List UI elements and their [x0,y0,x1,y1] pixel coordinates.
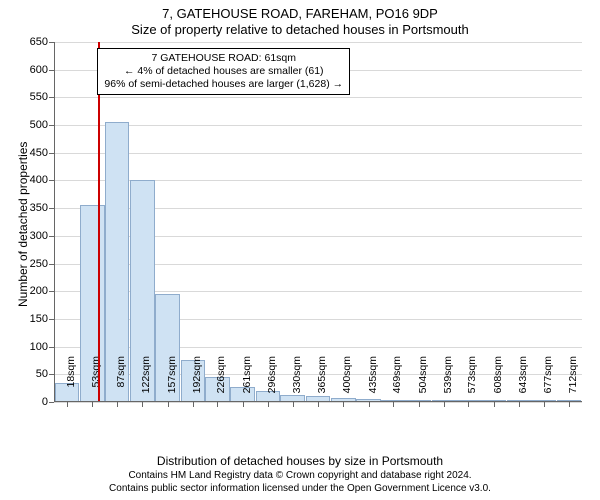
xtick-label: 330sqm [291,356,303,406]
x-axis-label: Distribution of detached houses by size … [0,454,600,468]
footer-line2: Contains public sector information licen… [0,483,600,496]
gridline [54,153,582,154]
x-axis-line [54,401,582,402]
xtick-label: 18sqm [65,356,77,406]
title-address: 7, GATEHOUSE ROAD, FAREHAM, PO16 9DP [0,6,600,21]
annotation-box: 7 GATEHOUSE ROAD: 61sqm ← 4% of detached… [97,48,350,95]
gridline [54,42,582,43]
y-axis-label: Number of detached properties [16,142,30,307]
xtick-label: 365sqm [316,356,328,406]
xtick-label: 192sqm [191,356,203,406]
footer-line1: Contains HM Land Registry data © Crown c… [0,470,600,483]
footer-attribution: Contains HM Land Registry data © Crown c… [0,470,600,495]
ytick-label: 550 [30,91,48,103]
xtick-label: 712sqm [567,356,579,406]
xtick-label: 677sqm [542,356,554,406]
xtick-label: 122sqm [140,356,152,406]
ytick-label: 250 [30,258,48,270]
ytick-label: 600 [30,64,48,76]
xtick-label: 53sqm [90,356,102,406]
xtick-label: 539sqm [442,356,454,406]
ytick-label: 450 [30,147,48,159]
title-subtitle: Size of property relative to detached ho… [0,22,600,37]
ytick-label: 400 [30,174,48,186]
ytick-label: 0 [42,396,48,408]
ytick-label: 300 [30,230,48,242]
ytick-label: 50 [36,368,48,380]
xtick-label: 157sqm [166,356,178,406]
gridline [54,97,582,98]
ytick-label: 500 [30,119,48,131]
xtick-label: 643sqm [517,356,529,406]
ytick-mark [49,402,54,403]
annotation-line2: ← 4% of detached houses are smaller (61) [104,65,343,78]
gridline [54,125,582,126]
xtick-label: 435sqm [367,356,379,406]
chart-root: 7, GATEHOUSE ROAD, FAREHAM, PO16 9DP Siz… [0,0,600,500]
y-axis-line [54,42,55,402]
xtick-label: 400sqm [341,356,353,406]
ytick-label: 100 [30,341,48,353]
xtick-label: 261sqm [241,356,253,406]
xtick-label: 504sqm [417,356,429,406]
ytick-label: 650 [30,36,48,48]
xtick-label: 573sqm [466,356,478,406]
xtick-label: 608sqm [492,356,504,406]
annotation-line3: 96% of semi-detached houses are larger (… [104,78,343,91]
ytick-label: 200 [30,285,48,297]
plot-area: 0501001502002503003504004505005506006501… [54,42,582,402]
xtick-label: 296sqm [266,356,278,406]
xtick-label: 469sqm [391,356,403,406]
ytick-label: 350 [30,202,48,214]
ytick-label: 150 [30,313,48,325]
marker-line [98,42,100,402]
xtick-label: 87sqm [115,356,127,406]
annotation-line1: 7 GATEHOUSE ROAD: 61sqm [104,52,343,65]
xtick-label: 226sqm [215,356,227,406]
